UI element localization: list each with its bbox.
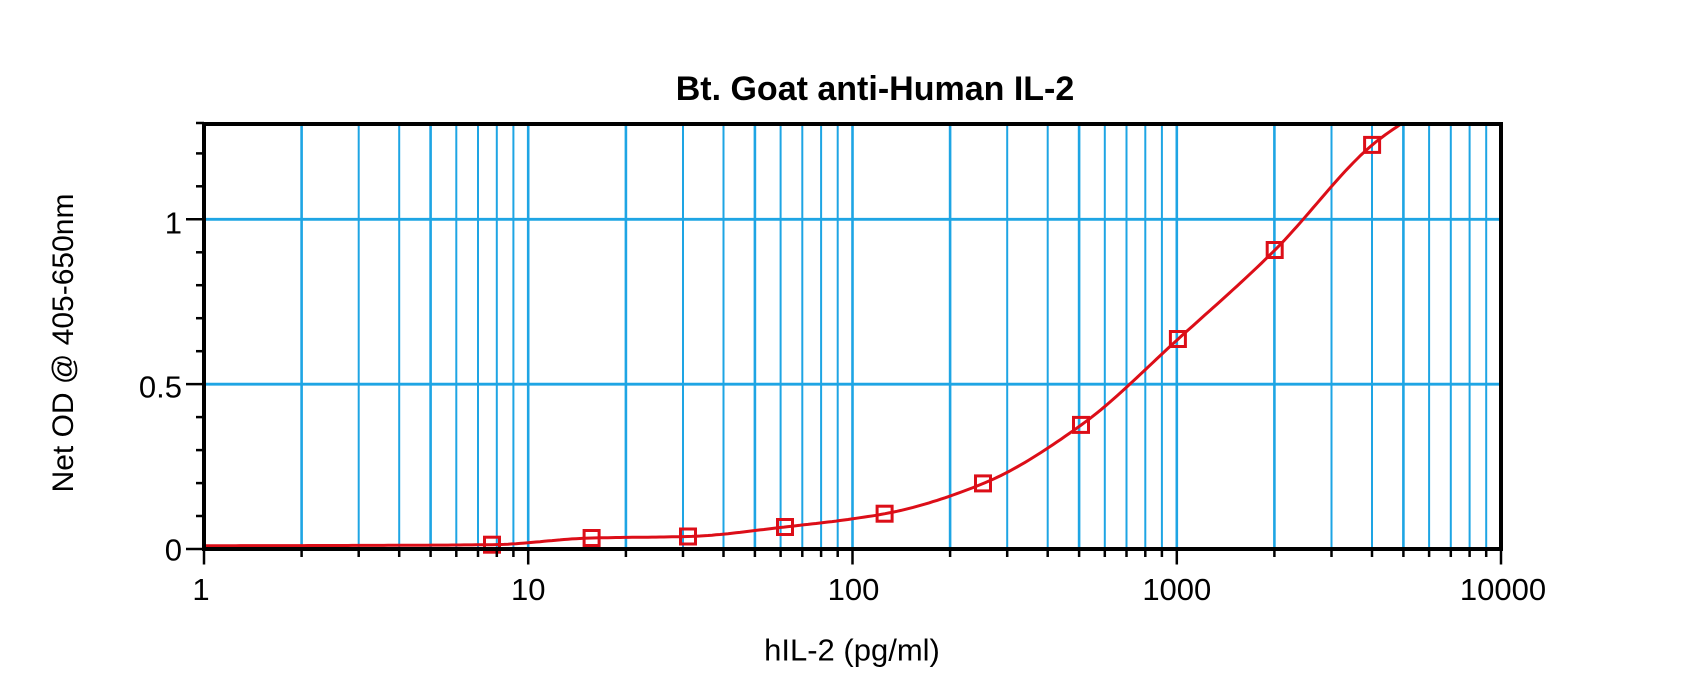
svg-text:10: 10 (511, 572, 545, 607)
svg-text:Net OD @ 405-650nm: Net OD @ 405-650nm (47, 194, 80, 493)
svg-text:0: 0 (165, 533, 182, 568)
svg-text:1000: 1000 (1142, 572, 1211, 607)
svg-text:1: 1 (192, 572, 209, 607)
svg-text:Bt. Goat anti-Human IL-2: Bt. Goat anti-Human IL-2 (676, 70, 1075, 108)
svg-text:0.5: 0.5 (139, 370, 182, 405)
svg-text:100: 100 (828, 572, 880, 607)
svg-text:hIL-2 (pg/ml): hIL-2 (pg/ml) (764, 633, 940, 668)
svg-text:10000: 10000 (1460, 572, 1546, 607)
svg-text:1: 1 (165, 206, 182, 241)
